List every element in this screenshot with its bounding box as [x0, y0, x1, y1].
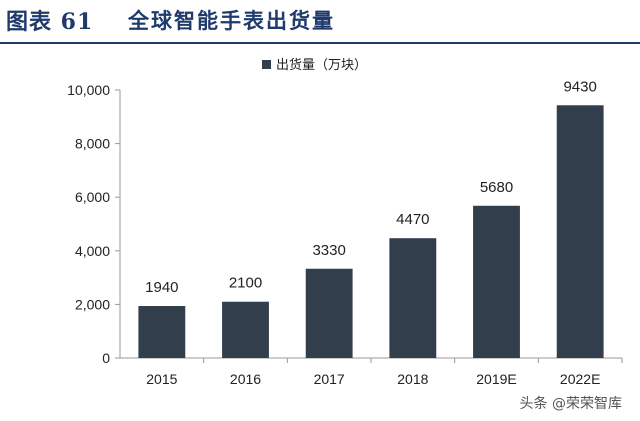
y-tick-label: 4,000: [75, 243, 110, 259]
bar: [473, 205, 520, 358]
bar: [556, 105, 604, 358]
x-tick-label: 2019E: [476, 371, 516, 387]
bar: [305, 268, 353, 358]
data-label: 9430: [563, 78, 596, 95]
y-tick-label: 0: [102, 350, 110, 366]
figure-header: 图表 61 全球智能手表出货量: [0, 0, 640, 44]
data-label: 1940: [145, 279, 178, 296]
figure-label: 图表 61: [6, 9, 94, 35]
x-tick-label: 2022E: [560, 371, 600, 387]
y-tick-label: 10,000: [67, 82, 110, 98]
legend-label: 出货量（万块）: [276, 57, 367, 73]
figure-title: 全球智能手表出货量: [128, 9, 335, 33]
y-tick-label: 2,000: [75, 296, 110, 312]
bar: [389, 238, 437, 358]
x-tick-label: 2016: [230, 371, 261, 387]
data-label: 2100: [229, 275, 262, 292]
x-tick-label: 2017: [314, 371, 345, 387]
y-tick-label: 8,000: [75, 136, 110, 152]
data-label: 4470: [396, 211, 429, 228]
bar-chart: 0 2,000 4,000 6,000 8,000 10,000 1940 2015 2100 2…: [67, 57, 623, 387]
bar: [138, 306, 186, 358]
y-tick-label: 6,000: [75, 189, 110, 205]
bar: [222, 301, 269, 358]
watermark: 头条 @荣荣智库: [515, 393, 626, 413]
x-tick-label: 2018: [397, 371, 428, 387]
data-label: 5680: [480, 179, 513, 196]
data-label: 3330: [312, 242, 345, 259]
legend-swatch: [262, 60, 271, 69]
x-tick-label: 2015: [146, 371, 177, 387]
chart-area: 0 2,000 4,000 6,000 8,000 10,000 1940 2015 2100 2…: [0, 44, 640, 421]
